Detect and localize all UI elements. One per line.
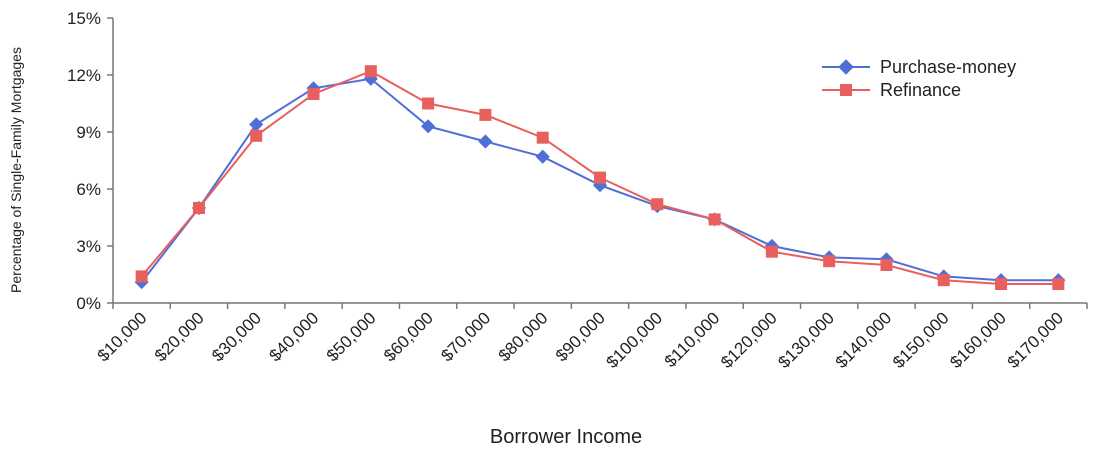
- data-point-refinance: [192, 202, 205, 214]
- x-tick-label: $80,000: [495, 308, 552, 365]
- y-tick-label: 6%: [76, 180, 101, 199]
- data-point-refinance: [765, 245, 778, 258]
- data-point-refinance: [479, 108, 492, 121]
- y-tick-label: 3%: [76, 237, 101, 256]
- x-tick-label: $20,000: [151, 308, 208, 365]
- data-point-refinance: [880, 259, 893, 271]
- data-point-refinance: [307, 88, 320, 100]
- x-axis-title: Borrower Income: [490, 426, 642, 448]
- legend-item-refinance: Refinance: [822, 80, 961, 100]
- data-point-refinance: [651, 198, 664, 211]
- x-tick-label: $100,000: [603, 308, 667, 372]
- x-tick-label: $120,000: [717, 308, 781, 372]
- y-axis-title: Percentage of Single-Family Mortgages: [8, 47, 24, 293]
- x-tick-label: $30,000: [208, 308, 265, 365]
- y-tick-label: 12%: [67, 66, 101, 85]
- legend-item-purchase-money: Purchase-money: [822, 57, 1016, 77]
- x-tick-label: $70,000: [437, 308, 494, 365]
- x-tick-label: $110,000: [661, 308, 724, 371]
- x-tick-label: $50,000: [323, 308, 380, 365]
- data-point-refinance: [536, 131, 549, 144]
- x-tick-label: $140,000: [832, 308, 896, 372]
- x-tick-label: $160,000: [946, 308, 1010, 372]
- y-tick-label: 15%: [67, 9, 101, 28]
- data-point-refinance: [250, 129, 263, 142]
- y-tick-label: 0%: [76, 294, 101, 313]
- legend: Purchase-money Refinance: [822, 57, 1016, 100]
- y-tick-label: 9%: [76, 123, 101, 142]
- x-tick-label: $170,000: [1004, 308, 1068, 372]
- x-tick-label: $130,000: [774, 308, 838, 372]
- data-point-refinance: [364, 65, 377, 78]
- data-point-refinance: [937, 274, 950, 287]
- data-point-refinance: [995, 278, 1008, 290]
- data-point-refinance: [823, 255, 836, 268]
- data-point-refinance: [594, 171, 606, 184]
- legend-marker-purchase-money: [838, 59, 854, 75]
- axes: [112, 18, 1087, 304]
- x-tick-label: $150,000: [889, 308, 953, 372]
- data-point-purchase-money: [249, 117, 264, 132]
- data-point-purchase-money: [421, 119, 436, 134]
- data-point-purchase-money: [478, 134, 493, 149]
- data-point-refinance: [422, 97, 435, 110]
- x-ticks: $10,000 $20,000 $30,000 $40,000 $50,000 $60,0…: [94, 303, 1088, 372]
- series-layer: [134, 65, 1066, 290]
- x-tick-label: $60,000: [380, 308, 437, 365]
- data-point-refinance: [708, 213, 721, 226]
- legend-label-refinance: Refinance: [880, 80, 961, 100]
- data-point-refinance: [135, 270, 148, 283]
- y-ticks: 0% 3% 6% 9% 12% 15%: [67, 9, 113, 313]
- data-point-purchase-money: [535, 149, 550, 164]
- legend-marker-refinance: [840, 84, 852, 96]
- legend-label-purchase-money: Purchase-money: [880, 57, 1016, 77]
- x-tick-label: $10,000: [94, 308, 151, 365]
- data-point-refinance: [1052, 278, 1065, 290]
- x-tick-label: $90,000: [552, 308, 609, 365]
- x-tick-label: $40,000: [265, 308, 322, 365]
